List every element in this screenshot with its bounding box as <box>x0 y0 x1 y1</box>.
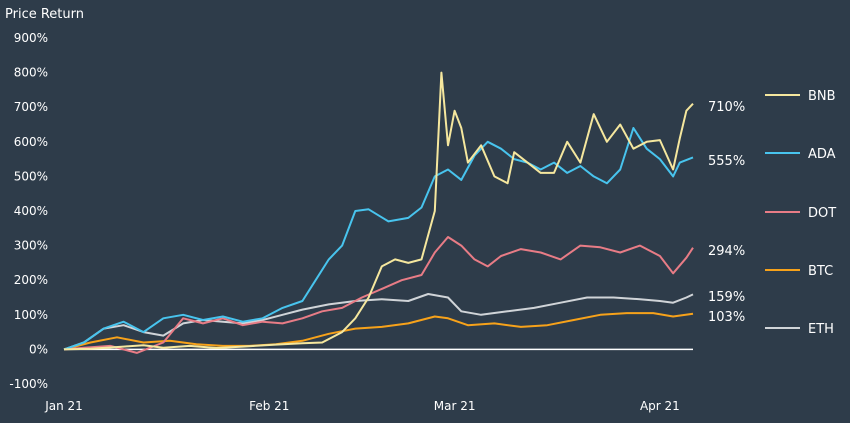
end-label-eth: 159% <box>708 290 745 305</box>
legend-label-ada: ADA <box>808 147 836 162</box>
y-tick-label: -100% <box>9 377 48 391</box>
y-tick-label: 500% <box>14 169 48 183</box>
series-lines <box>63 71 694 354</box>
legend: BNB ADA DOT BTC ETH <box>765 89 836 337</box>
series-line-dot <box>63 236 694 354</box>
x-tick-label: Feb 21 <box>249 399 289 413</box>
y-tick-label: 600% <box>14 135 48 149</box>
series-line-ada <box>63 127 694 351</box>
x-tick-label: Mar 21 <box>434 399 476 413</box>
y-tick-label: 100% <box>14 308 48 322</box>
x-axis: Jan 21 Feb 21 Mar 21 Apr 21 <box>44 399 680 413</box>
end-label-ada: 555% <box>708 154 745 169</box>
series-line-btc <box>63 312 694 351</box>
legend-label-bnb: BNB <box>808 89 836 104</box>
end-value-labels: 710% 555% 294% 103% 159% <box>708 100 745 325</box>
end-label-dot: 294% <box>708 244 745 259</box>
y-tick-label: 0% <box>29 342 48 356</box>
end-label-btc: 103% <box>708 310 745 325</box>
y-tick-label: 900% <box>14 31 48 45</box>
chart-title: Price Return <box>5 7 84 22</box>
series-line-bnb <box>63 71 694 351</box>
x-tick-label: Apr 21 <box>640 399 680 413</box>
legend-label-dot: DOT <box>808 206 836 221</box>
legend-label-btc: BTC <box>808 264 833 279</box>
y-tick-label: 400% <box>14 204 48 218</box>
y-tick-label: 300% <box>14 239 48 253</box>
y-tick-label: 700% <box>14 100 48 114</box>
legend-label-eth: ETH <box>808 322 834 337</box>
y-tick-label: 800% <box>14 66 48 80</box>
end-label-bnb: 710% <box>708 100 745 115</box>
y-tick-label: 200% <box>14 273 48 287</box>
x-tick-label: Jan 21 <box>44 399 83 413</box>
series-line-eth <box>63 293 694 351</box>
y-axis: -100% 0% 100% 200% 300% 400% 500% 600% 700% 800% 9… <box>9 31 48 391</box>
